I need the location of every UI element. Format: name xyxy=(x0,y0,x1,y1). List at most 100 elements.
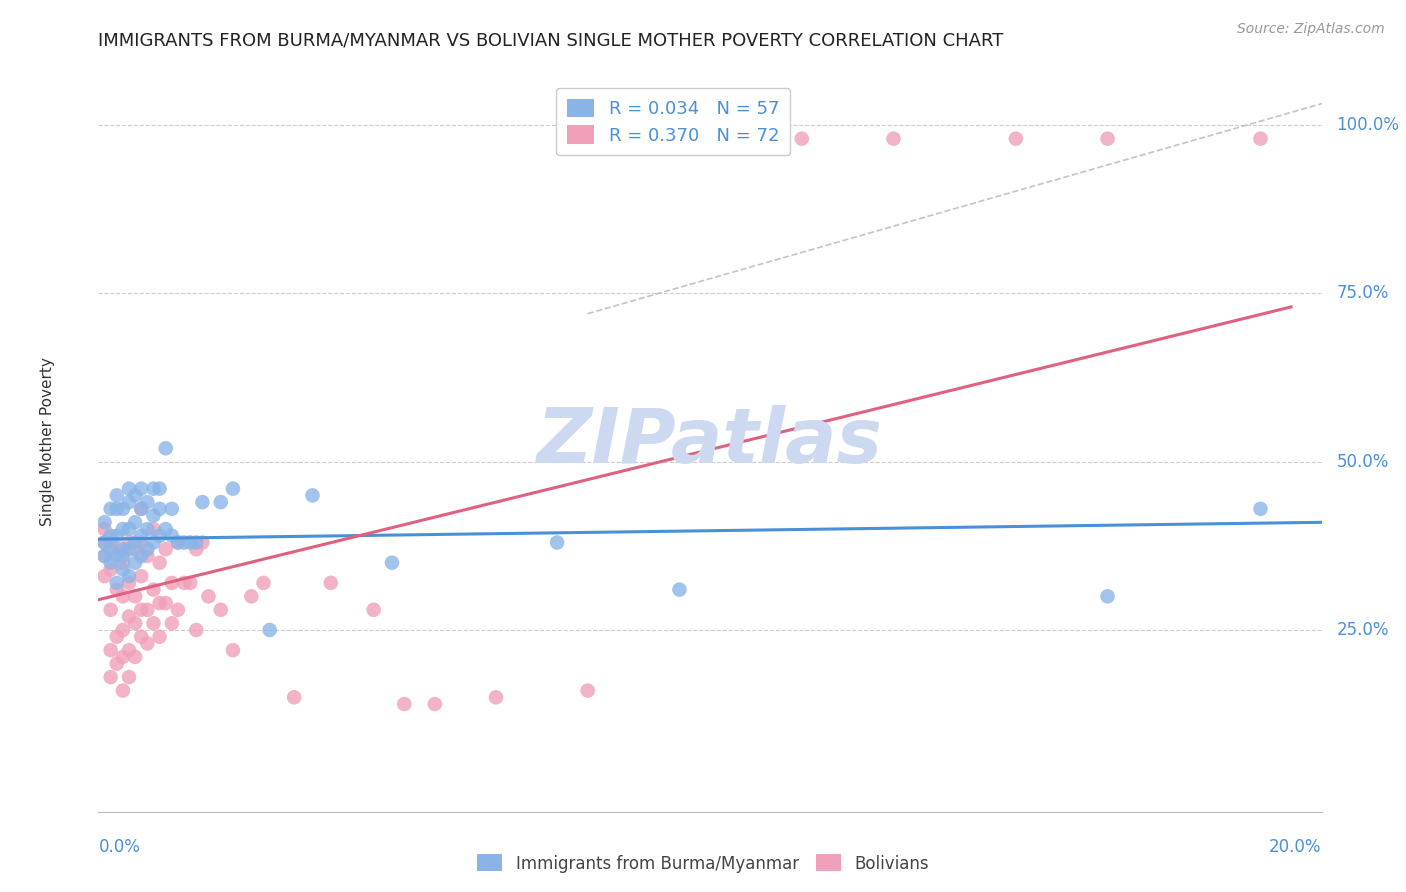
Point xyxy=(118,575,141,590)
Point xyxy=(142,482,165,496)
Point xyxy=(423,697,446,711)
Point xyxy=(100,670,122,684)
Point xyxy=(392,697,416,711)
Point xyxy=(142,616,165,631)
Point xyxy=(186,623,208,637)
Point xyxy=(167,535,190,549)
Point xyxy=(129,501,152,516)
Point xyxy=(1249,131,1271,145)
Point xyxy=(100,556,122,570)
Point xyxy=(136,495,159,509)
Point xyxy=(149,501,172,516)
Point xyxy=(111,522,134,536)
Point xyxy=(160,501,183,516)
Point xyxy=(129,535,152,549)
Point xyxy=(149,596,172,610)
Point xyxy=(252,575,274,590)
Point xyxy=(149,630,172,644)
Point xyxy=(111,649,134,664)
Point xyxy=(668,131,690,145)
Text: IMMIGRANTS FROM BURMA/MYANMAR VS BOLIVIAN SINGLE MOTHER POVERTY CORRELATION CHAR: IMMIGRANTS FROM BURMA/MYANMAR VS BOLIVIA… xyxy=(98,31,1004,49)
Point xyxy=(209,603,232,617)
Point xyxy=(155,442,177,456)
Legend: R = 0.034   N = 57, R = 0.370   N = 72: R = 0.034 N = 57, R = 0.370 N = 72 xyxy=(557,87,790,155)
Legend: Immigrants from Burma/Myanmar, Bolivians: Immigrants from Burma/Myanmar, Bolivians xyxy=(471,847,935,880)
Point xyxy=(100,535,122,549)
Point xyxy=(124,488,146,502)
Point xyxy=(111,556,134,570)
Point xyxy=(179,575,201,590)
Point xyxy=(105,657,128,671)
Point xyxy=(124,616,146,631)
Point xyxy=(173,575,195,590)
Text: 75.0%: 75.0% xyxy=(1336,285,1389,302)
Point xyxy=(111,549,134,563)
Point xyxy=(179,535,201,549)
Point xyxy=(124,542,146,557)
Point xyxy=(118,542,141,557)
Point xyxy=(136,549,159,563)
Point xyxy=(240,590,263,604)
Point xyxy=(191,495,214,509)
Point xyxy=(105,575,128,590)
Point xyxy=(1097,590,1119,604)
Point xyxy=(142,522,165,536)
Point xyxy=(699,131,721,145)
Point xyxy=(124,535,146,549)
Point xyxy=(129,569,152,583)
Text: 25.0%: 25.0% xyxy=(1336,621,1389,639)
Point xyxy=(129,603,152,617)
Point xyxy=(155,522,177,536)
Point xyxy=(118,522,141,536)
Point xyxy=(790,131,813,145)
Point xyxy=(105,542,128,557)
Point xyxy=(637,131,661,145)
Point xyxy=(381,556,404,570)
Point xyxy=(118,535,141,549)
Point xyxy=(100,643,122,657)
Point xyxy=(546,535,568,549)
Point xyxy=(105,488,128,502)
Point xyxy=(167,603,190,617)
Point xyxy=(93,535,115,549)
Point xyxy=(118,495,141,509)
Point xyxy=(301,488,323,502)
Point xyxy=(100,501,122,516)
Point xyxy=(105,501,128,516)
Point xyxy=(222,643,245,657)
Point xyxy=(136,636,159,650)
Point xyxy=(283,690,305,705)
Point xyxy=(319,575,342,590)
Point xyxy=(149,556,172,570)
Point xyxy=(142,535,165,549)
Point xyxy=(149,529,172,543)
Text: 100.0%: 100.0% xyxy=(1336,116,1399,134)
Point xyxy=(100,603,122,617)
Text: 0.0%: 0.0% xyxy=(98,838,141,855)
Point xyxy=(129,549,152,563)
Point xyxy=(485,690,508,705)
Point xyxy=(118,643,141,657)
Point xyxy=(93,549,115,563)
Point xyxy=(129,630,152,644)
Point xyxy=(149,482,172,496)
Point xyxy=(1097,131,1119,145)
Point xyxy=(111,623,134,637)
Point xyxy=(111,542,134,557)
Point xyxy=(124,649,146,664)
Point xyxy=(105,582,128,597)
Point xyxy=(105,549,128,563)
Point xyxy=(363,603,385,617)
Point xyxy=(118,569,141,583)
Text: Single Mother Poverty: Single Mother Poverty xyxy=(39,357,55,526)
Point xyxy=(124,590,146,604)
Point xyxy=(111,562,134,576)
Point xyxy=(1004,131,1026,145)
Point xyxy=(186,535,208,549)
Point xyxy=(111,683,134,698)
Point xyxy=(173,535,195,549)
Point xyxy=(197,590,219,604)
Point xyxy=(100,542,122,557)
Text: 50.0%: 50.0% xyxy=(1336,453,1389,471)
Point xyxy=(160,529,183,543)
